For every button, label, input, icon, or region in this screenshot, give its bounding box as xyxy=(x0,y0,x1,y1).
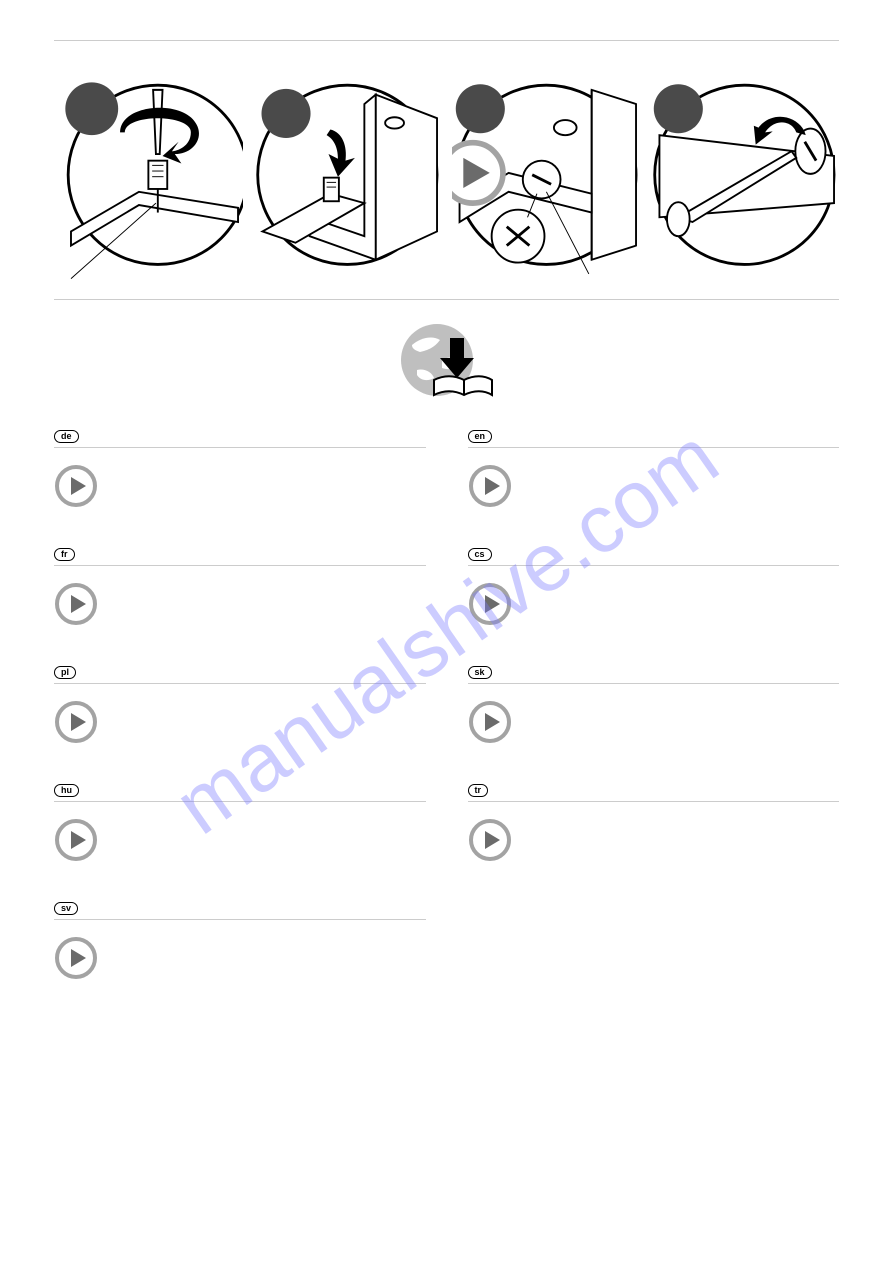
step-3-diagram xyxy=(452,71,641,279)
lang-code-pill: hu xyxy=(54,784,79,797)
lang-code-pill: de xyxy=(54,430,79,443)
lang-title: Vidéo de montage - ferrure à excentrique xyxy=(83,548,297,560)
divider-line xyxy=(54,299,839,300)
lang-title: Szerelési videó - excenteres vasalat xyxy=(87,784,274,796)
lang-title: Montagevideo - Exzenterbeschlag xyxy=(87,430,264,442)
lang-code-pill: en xyxy=(468,430,493,443)
play-icon[interactable] xyxy=(468,700,512,744)
lang-code-pill: sk xyxy=(468,666,492,679)
lang-title: Video montáže - excentrické kování xyxy=(500,548,686,560)
lang-header: de Montagevideo - Exzenterbeschlag xyxy=(54,430,426,448)
step-2-diagram xyxy=(253,71,442,279)
step-4-diagram xyxy=(650,71,839,279)
lang-header: en Assembly video - cam fitting xyxy=(468,430,840,448)
lang-header: cs Video montáže - excentrické kování xyxy=(468,548,840,566)
lang-title: Montážne video - excentrické kovanie xyxy=(500,666,697,678)
lang-block-en: en Assembly video - cam fitting xyxy=(468,430,840,508)
lang-code-pill: pl xyxy=(54,666,76,679)
lang-header: pl Wideo montażu - okucie mimośrodowe xyxy=(54,666,426,684)
lang-block-sk: sk Montážne video - excentrické kovanie xyxy=(468,666,840,744)
play-icon[interactable] xyxy=(468,582,512,626)
lang-block-de: de Montagevideo - Exzenterbeschlag xyxy=(54,430,426,508)
play-icon[interactable] xyxy=(54,464,98,508)
assembly-steps-row xyxy=(54,40,839,279)
step-1-diagram xyxy=(54,71,243,279)
play-icon[interactable] xyxy=(468,818,512,862)
lang-block-tr: tr Montaj videosu - eksantrik bağlantı xyxy=(468,784,840,862)
lang-header: fr Vidéo de montage - ferrure à excentri… xyxy=(54,548,426,566)
lang-block-fr: fr Vidéo de montage - ferrure à excentri… xyxy=(54,548,426,626)
lang-code-pill: cs xyxy=(468,548,492,561)
lang-code-pill: fr xyxy=(54,548,75,561)
lang-block-hu: hu Szerelési videó - excenteres vasalat xyxy=(54,784,426,862)
lang-title: Wideo montażu - okucie mimośrodowe xyxy=(84,666,287,678)
lang-title: Assembly video - cam fitting xyxy=(500,430,649,442)
lang-title: Monteringsvideo - excenterbeslaget xyxy=(86,902,274,914)
lang-block-sv: sv Monteringsvideo - excenterbeslaget xyxy=(54,902,426,980)
lang-header: hu Szerelési videó - excenteres vasalat xyxy=(54,784,426,802)
play-icon[interactable] xyxy=(468,464,512,508)
lang-header: sv Monteringsvideo - excenterbeslaget xyxy=(54,902,426,920)
play-icon[interactable] xyxy=(54,700,98,744)
lang-code-pill: sv xyxy=(54,902,78,915)
play-icon[interactable] xyxy=(54,936,98,980)
language-grid: de Montagevideo - Exzenterbeschlag en As… xyxy=(54,430,839,980)
lang-block-pl: pl Wideo montażu - okucie mimośrodowe xyxy=(54,666,426,744)
globe-download-icon xyxy=(54,320,839,410)
play-icon[interactable] xyxy=(54,818,98,862)
lang-header: tr Montaj videosu - eksantrik bağlantı xyxy=(468,784,840,802)
lang-title: Montaj videosu - eksantrik bağlantı xyxy=(496,784,679,796)
play-icon[interactable] xyxy=(54,582,98,626)
lang-block-cs: cs Video montáže - excentrické kování xyxy=(468,548,840,626)
lang-code-pill: tr xyxy=(468,784,489,797)
lang-header: sk Montážne video - excentrické kovanie xyxy=(468,666,840,684)
